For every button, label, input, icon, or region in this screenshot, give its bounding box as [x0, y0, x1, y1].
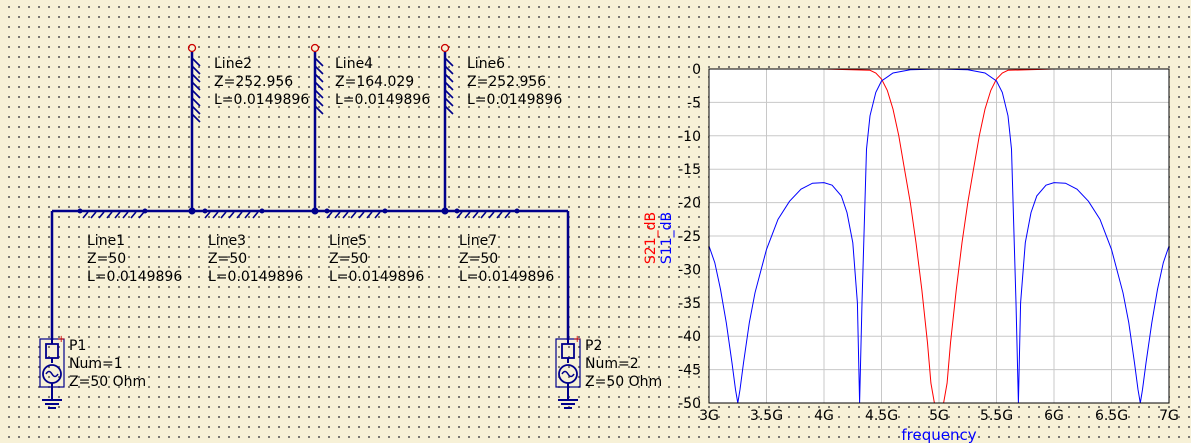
port-p2-label: P2 Num=2 Z=50 Ohm: [585, 338, 662, 390]
component-length: L=0.0149896: [459, 269, 554, 285]
component-length: L=0.0149896: [208, 269, 303, 285]
junction-dot: [202, 208, 208, 214]
svg-text:+: +: [573, 334, 581, 345]
junction-dot: [514, 208, 520, 214]
component-name: Line4: [335, 56, 373, 72]
open-end-marker: [310, 43, 320, 53]
s-parameter-chart[interactable]: 3G 3.5G 4G 4.5G 5G 5.5G 6G 6.5G 7G 0 -5 -10 -15 -20 -…: [643, 62, 1179, 443]
junction-dot: [441, 207, 449, 215]
port-number: Num=2: [585, 356, 639, 372]
component-length: L=0.0149896: [214, 92, 309, 108]
junction-dot: [311, 207, 319, 215]
y-tick-label: -40: [678, 329, 701, 345]
component-impedance: Z=252.956: [214, 74, 293, 90]
junction-dot: [77, 208, 83, 214]
x-tick-label: 3G: [699, 408, 719, 424]
x-tick-label: 3.5G: [750, 408, 783, 424]
y-tick-label: -15: [678, 162, 701, 178]
port-name: P1: [69, 338, 86, 354]
component-impedance: Z=252.956: [467, 74, 546, 90]
y-axis-label-s21: S21_dB: [643, 212, 659, 264]
junction-dot: [259, 208, 265, 214]
series-line3-label: Line3 Z=50 L=0.0149896: [208, 233, 303, 285]
port-p1-label: P1 Num=1 Z=50 Ohm: [69, 338, 146, 390]
y-axis-label-s11: S11_dB: [659, 212, 675, 264]
y-tick-label: -30: [678, 262, 701, 278]
junction-dot: [454, 208, 460, 214]
x-tick-label: 7G: [1159, 408, 1179, 424]
component-name: Line3: [208, 233, 246, 249]
open-end-marker: [187, 43, 197, 53]
x-tick-label: 5.5G: [980, 408, 1013, 424]
series-line5-symbol[interactable]: [326, 211, 381, 219]
component-name: Line1: [87, 233, 125, 249]
y-tick-label: -20: [678, 196, 701, 212]
x-axis-label: frequency: [901, 426, 976, 443]
component-name: Line5: [329, 233, 367, 249]
y-tick-label: -50: [678, 396, 701, 412]
plot-frame: [708, 68, 1170, 404]
series-line1-label: Line1 Z=50 L=0.0149896: [87, 233, 182, 285]
series-line7-symbol[interactable]: [456, 211, 511, 219]
y-tick-label: -45: [678, 363, 701, 379]
series-line3-symbol[interactable]: [204, 211, 259, 219]
component-name: Line2: [214, 56, 252, 72]
component-length: L=0.0149896: [335, 92, 430, 108]
port-p2-symbol[interactable]: +: [555, 334, 581, 409]
junction-dot: [188, 207, 196, 215]
component-name: Line6: [467, 56, 505, 72]
series-line1-symbol[interactable]: [82, 211, 145, 219]
stub-line4-label: Line4 Z=164.029 L=0.0149896: [335, 56, 430, 108]
port-number: Num=1: [69, 356, 123, 372]
stub-line2-label: Line2 Z=252.956 L=0.0149896: [214, 56, 309, 108]
y-tick-label: -25: [678, 229, 701, 245]
component-impedance: Z=50: [208, 251, 247, 267]
component-impedance: Z=50: [87, 251, 126, 267]
x-tick-label: 4G: [814, 408, 834, 424]
series-line7-label: Line7 Z=50 L=0.0149896: [459, 233, 554, 285]
junction-dot: [382, 208, 388, 214]
junction-dot: [324, 208, 330, 214]
series-line5-label: Line5 Z=50 L=0.0149896: [329, 233, 424, 285]
x-tick-label: 4.5G: [865, 408, 898, 424]
x-axis-ticks: 3G 3.5G 4G 4.5G 5G 5.5G 6G 6.5G 7G: [699, 408, 1179, 424]
y-tick-label: -5: [687, 95, 701, 111]
component-length: L=0.0149896: [467, 92, 562, 108]
stub-line6-label: Line6 Z=252.956 L=0.0149896: [467, 56, 562, 108]
circuit-schematic: + + Line2 Z=252.956 L=0.0149896 Line4 Z=…: [39, 43, 662, 409]
x-tick-label: 6.5G: [1095, 408, 1128, 424]
svg-text:+: +: [57, 334, 65, 345]
x-tick-label: 5G: [929, 408, 949, 424]
stub-line2-symbol[interactable]: [187, 43, 201, 123]
component-length: L=0.0149896: [87, 269, 182, 285]
component-impedance: Z=50: [459, 251, 498, 267]
open-end-marker: [440, 43, 450, 53]
port-impedance: Z=50 Ohm: [69, 374, 146, 390]
component-name: Line7: [459, 233, 497, 249]
port-impedance: Z=50 Ohm: [585, 374, 662, 390]
port-name: P2: [585, 338, 602, 354]
component-impedance: Z=164.029: [335, 74, 414, 90]
y-tick-label: -35: [678, 296, 701, 312]
y-axis-ticks: 0 -5 -10 -15 -20 -25 -30 -35 -40 -45 -50: [678, 62, 701, 412]
component-length: L=0.0149896: [329, 269, 424, 285]
stub-line6-symbol[interactable]: [440, 43, 454, 115]
component-impedance: Z=50: [329, 251, 368, 267]
x-tick-label: 6G: [1044, 408, 1064, 424]
stub-line4-symbol[interactable]: [310, 43, 324, 115]
y-tick-label: 0: [692, 62, 701, 78]
y-tick-label: -10: [678, 129, 701, 145]
port-p1-symbol[interactable]: +: [39, 334, 65, 409]
